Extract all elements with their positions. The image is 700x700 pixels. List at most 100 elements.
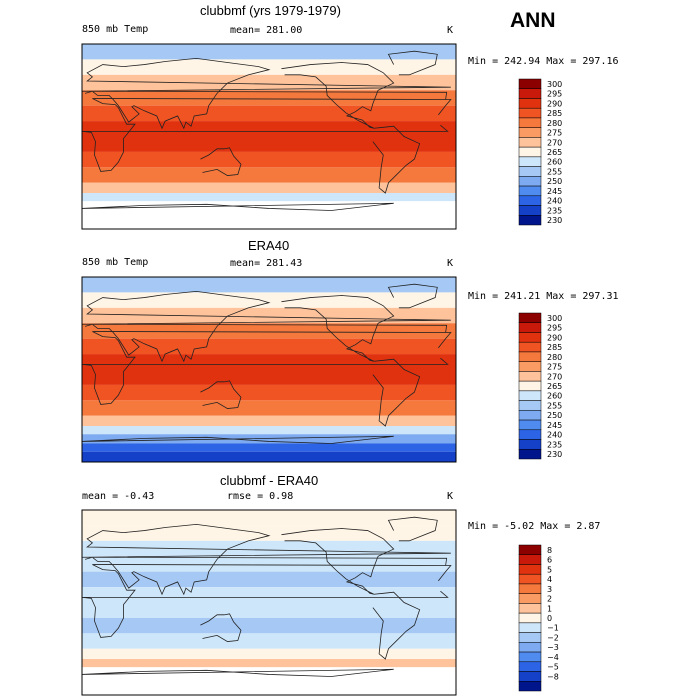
panel1-band-7: [82, 167, 456, 183]
panel1-colorbar-label-14: 230: [547, 216, 562, 225]
panel1-band-10: [82, 201, 456, 229]
panel3-colorbar-box-13: [518, 671, 542, 682]
panel1-coastline-5: [200, 147, 242, 176]
panel1-colorbar-label-11: 245: [547, 187, 562, 196]
panel1-colorbar-label-1: 295: [547, 90, 562, 99]
panel3-colorbar-box-6: [518, 603, 542, 614]
panel3-band-8: [82, 648, 456, 660]
panel1-coastline-1: [387, 50, 438, 76]
panel2-title: ERA40: [248, 238, 290, 253]
panel2-colorbar-label-7: 265: [547, 382, 562, 391]
panel3-colorbar-box-1: [518, 554, 542, 565]
panel1-coastline-3: [82, 57, 451, 130]
panel2-band-5: [82, 354, 456, 385]
panel2-colorbar-label-13: 235: [547, 440, 562, 449]
panel3-map-frame: [81, 509, 457, 696]
panel2-colorbar-box-12: [518, 429, 542, 440]
panel1-colorbar-box-3: [518, 107, 542, 119]
panel2-colorbar-box-2: [518, 332, 542, 343]
panel3-band-9: [82, 659, 456, 668]
panel2-colorbar-box-4: [518, 351, 542, 362]
panel3-band-5: [82, 587, 456, 618]
panel1-colorbar-box-10: [518, 176, 542, 187]
panel1-band-2: [82, 74, 456, 91]
panel1-band-1: [82, 59, 456, 75]
panel3-colorbar-box-2: [518, 564, 542, 575]
panel1-title: clubbmf (yrs 1979-1979): [200, 3, 341, 18]
panel1-colorbar-box-0: [518, 78, 542, 89]
panel2-band-9: [82, 426, 456, 435]
panel1-band-9: [82, 193, 456, 202]
panel1-colorbar-label-12: 240: [547, 197, 562, 206]
panel1-colorbar-label-5: 275: [547, 129, 562, 138]
panel3-colorbar-label-13: −8: [547, 672, 559, 681]
panel3-colorbar-label-8: −1: [547, 624, 559, 633]
panel3-band-6: [82, 617, 456, 634]
panel1-colorbar-label-10: 250: [547, 177, 562, 186]
panel3-colorbar-box-0: [518, 544, 542, 555]
panel2-units-label: K: [447, 258, 454, 269]
panel2-colorbar-label-14: 230: [547, 450, 562, 459]
panel2-mean-label: mean= 281.43: [230, 258, 303, 269]
panel2-coastline-4: [82, 331, 452, 405]
panel1-colorbar-box-6: [518, 137, 542, 148]
panel3-colorbar-label-1: 6: [547, 556, 552, 565]
panel2-colorbar-box-5: [518, 361, 542, 372]
panel1-coastline-6: [82, 202, 394, 211]
panel2-colorbar-label-11: 245: [547, 421, 562, 430]
panel3-band-3: [82, 556, 456, 572]
panel1-variable-label: 850 mb Temp: [82, 24, 149, 35]
panel1-colorbar-box-12: [518, 195, 542, 206]
panel2-band-3: [82, 323, 456, 339]
panel1-mean-label: mean= 281.00: [230, 25, 303, 36]
season-label: ANN: [510, 9, 556, 32]
panel3-colorbar-box-9: [518, 632, 542, 643]
panel1-units-label: K: [447, 25, 454, 36]
panel2-colorbar-box-1: [518, 322, 542, 333]
panel2-colorbar-box-8: [518, 390, 542, 401]
panel2-colorbar-label-8: 260: [547, 392, 562, 401]
panel1-colorbar-box-4: [518, 117, 542, 128]
panel3-colorbar-label-11: −4: [547, 653, 559, 662]
panel1-coastline-4: [82, 98, 452, 172]
panel2-band-7: [82, 400, 456, 416]
panel2-colorbar-box-0: [518, 312, 542, 323]
panel2-colorbar-label-4: 280: [547, 353, 562, 362]
panel3-colorbar-box-11: [518, 651, 542, 663]
panel2-minmax-label: Min = 241.21 Max = 297.31: [468, 291, 619, 302]
panel2-band-1: [82, 292, 456, 308]
panel2-colorbar-label-12: 240: [547, 431, 562, 440]
panel1-colorbar-box-8: [518, 156, 542, 167]
panel1-coastline-2: [372, 125, 421, 194]
panel2-band-12: [82, 451, 456, 462]
panel3-colorbar-box-5: [518, 593, 542, 604]
panel3-coastline-1: [387, 516, 438, 542]
panel1-colorbar-box-1: [518, 88, 542, 99]
panel3-colorbar-label-4: 3: [547, 585, 552, 594]
panel1-band-6: [82, 151, 456, 168]
panel2-coastline-6: [82, 435, 394, 444]
panel2-colorbar-box-13: [518, 439, 542, 450]
panel3-colorbar-box-8: [518, 622, 542, 633]
panel1-colorbar-label-0: 300: [547, 80, 562, 89]
panel2-coastline-5: [200, 380, 242, 409]
panel3-colorbar-box-7: [518, 612, 542, 624]
panel1-colorbar-label-8: 260: [547, 158, 562, 167]
panel3-band-1: [82, 525, 456, 541]
panel1-colorbar-label-2: 290: [547, 99, 562, 108]
panel1-colorbar-box-11: [518, 185, 542, 197]
panel1-colorbar-box-9: [518, 166, 542, 177]
panel1-colorbar-box-2: [518, 98, 542, 109]
panel3-colorbar-label-12: −5: [547, 663, 559, 672]
panel3-coastline-4: [82, 564, 452, 638]
panel1-map-frame: [81, 43, 457, 230]
panel3-colorbar-label-2: 5: [547, 565, 552, 574]
panel3-coastline-6: [82, 668, 394, 677]
panel2-coastline-3: [82, 290, 451, 363]
panel2-colorbar-label-1: 295: [547, 324, 562, 333]
panel3-colorbar-box-10: [518, 642, 542, 653]
panel2-colorbar-box-7: [518, 380, 542, 392]
panel3-band-7: [82, 633, 456, 649]
panel2-colorbar-label-2: 290: [547, 333, 562, 342]
panel3-colorbar-box-3: [518, 573, 542, 585]
